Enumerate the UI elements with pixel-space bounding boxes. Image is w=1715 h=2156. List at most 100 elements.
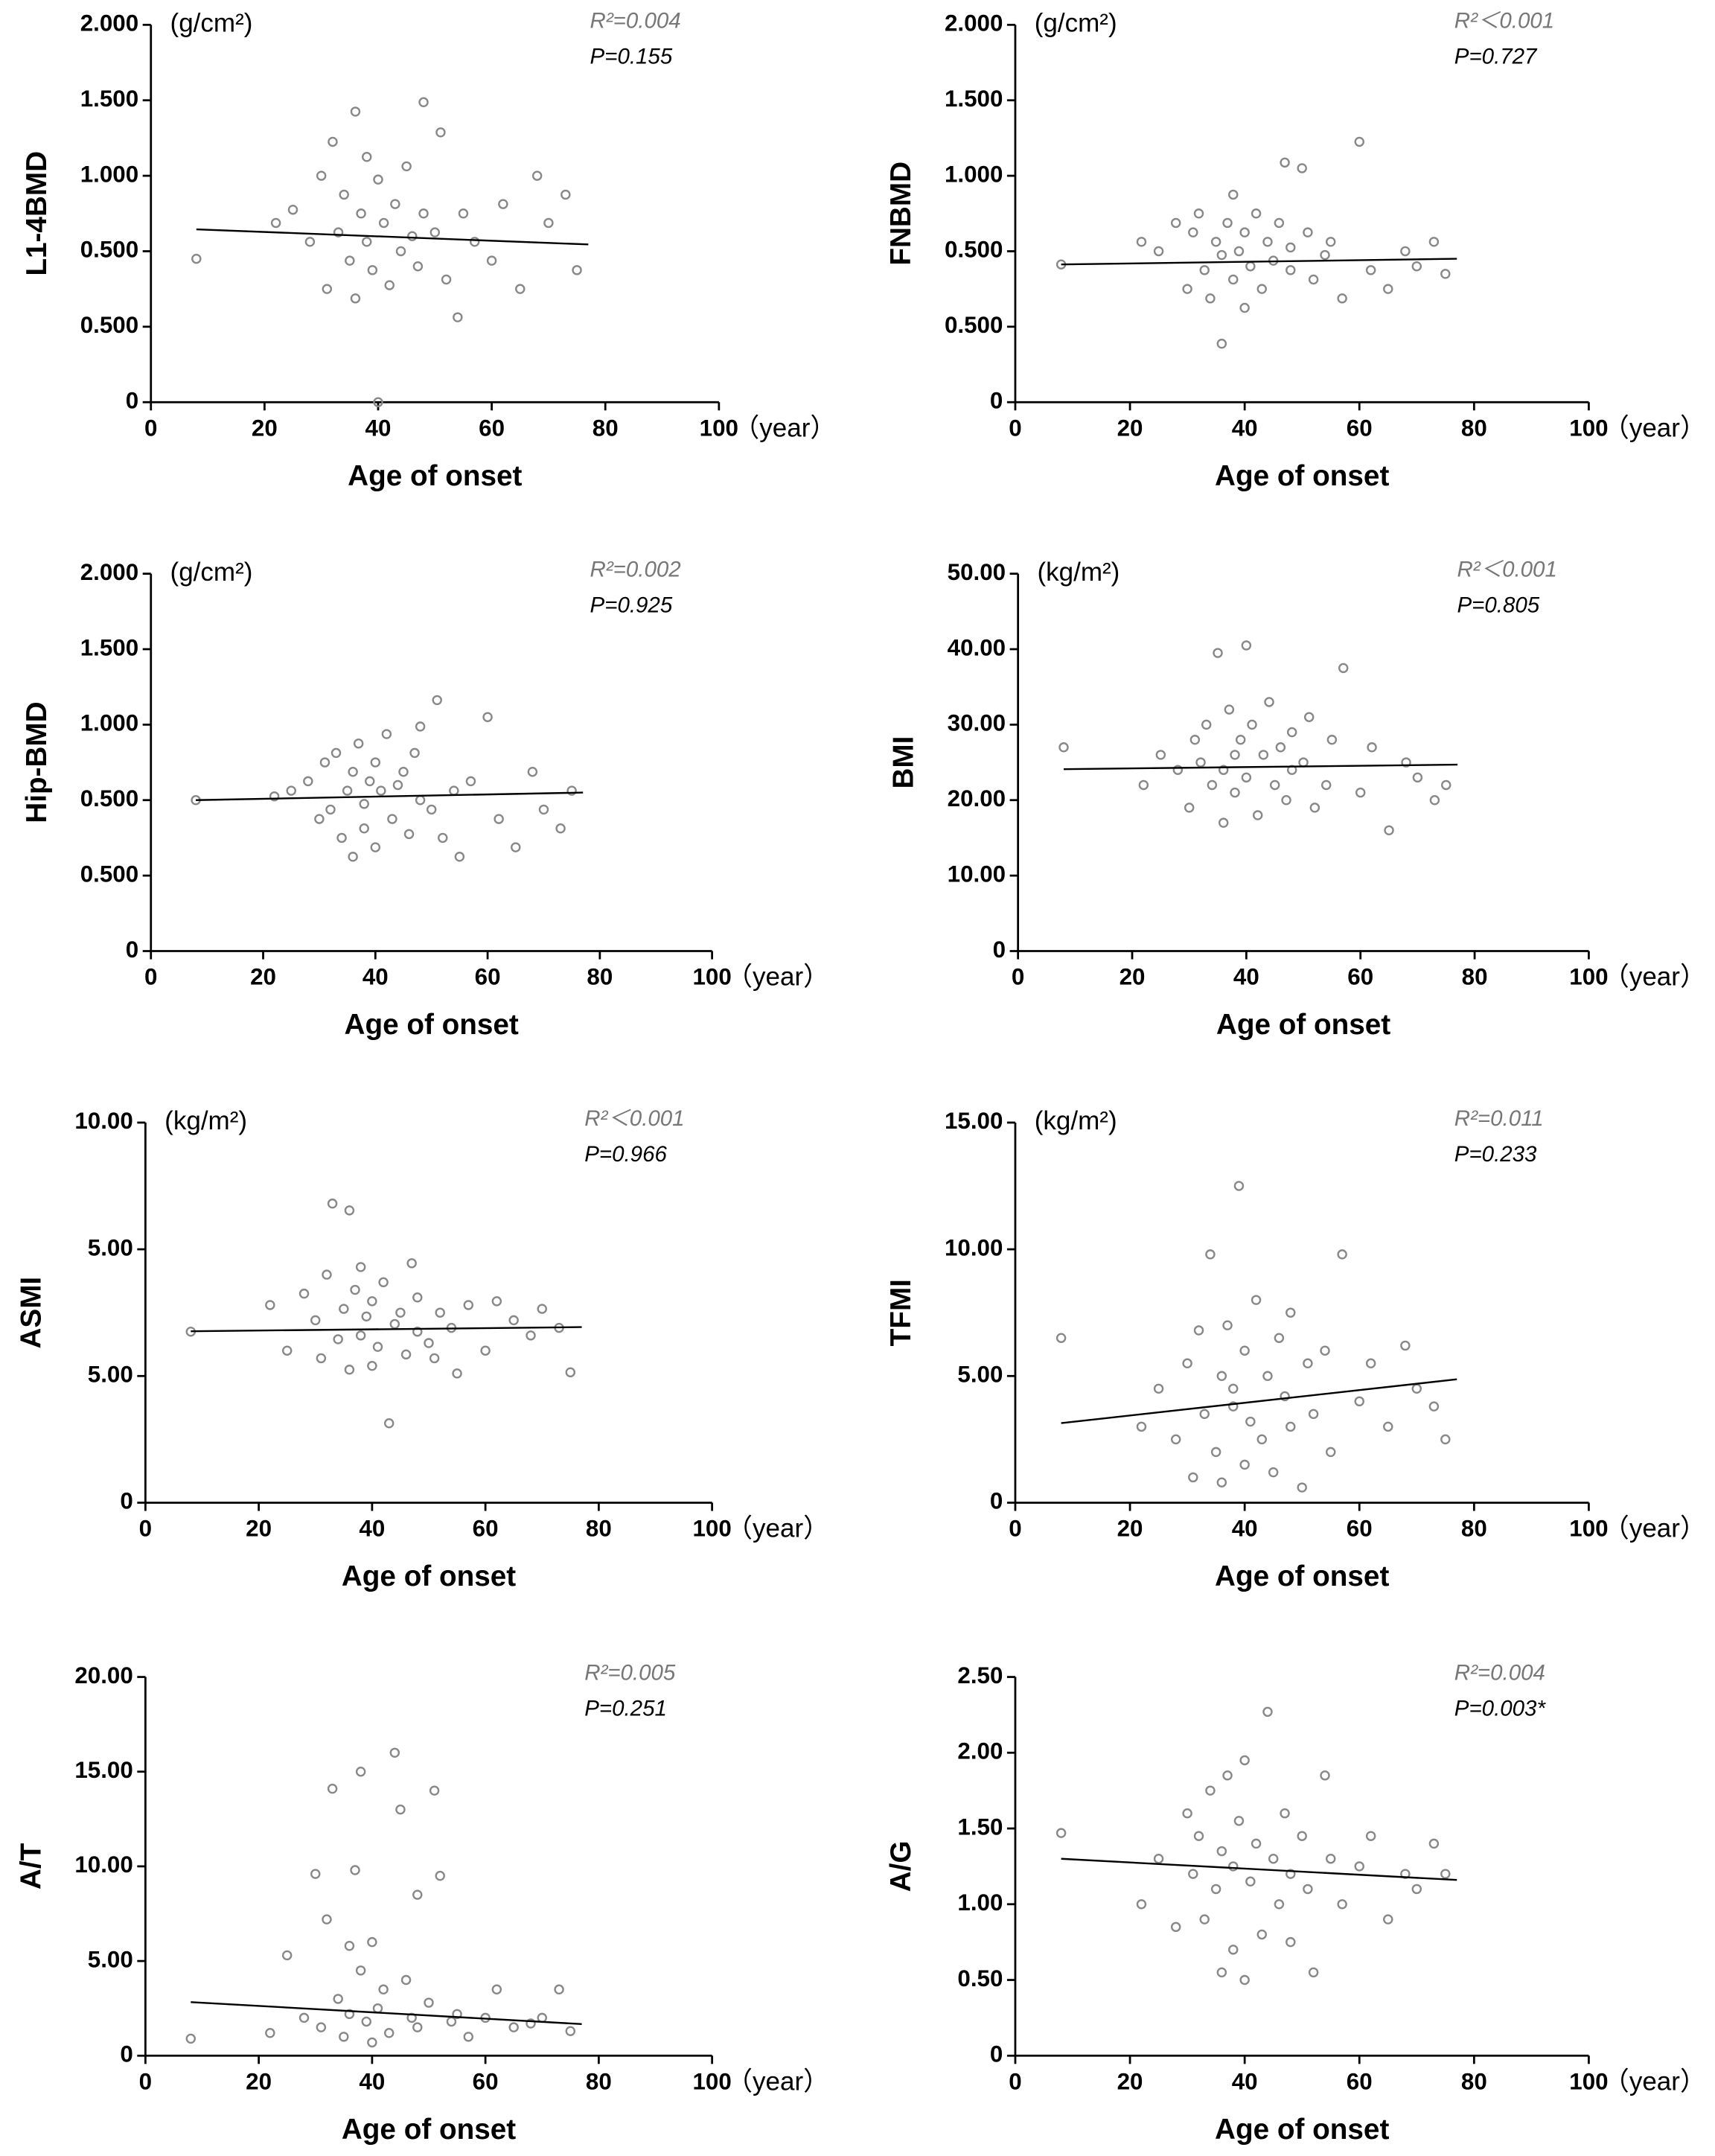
point [1170,217,1181,229]
point [1365,1831,1376,1841]
panel: 0 0.50 1.00 1.50 2.00 2.50 0 20 40 60 80 100（year） A… [885,1661,1706,2146]
point [359,823,369,834]
point [265,1300,275,1310]
point [1245,261,1256,272]
point [1153,1383,1164,1394]
panel: 0 5.00 5.00 10.00 0 20 40 60 80 100（year） Age of o… [15,1106,829,1592]
point [1320,1770,1330,1781]
point [1233,246,1245,257]
x-tick-label: 80 [586,2068,612,2094]
point [1297,163,1307,173]
x-tick-label: 80 [587,964,613,990]
point [1230,787,1240,798]
point [424,1338,434,1348]
x-tick-label: 0 [144,415,157,441]
y-axis-label: L1-4BMD [21,151,53,276]
point [482,712,493,722]
point [1184,803,1195,813]
point [1136,1899,1147,1910]
point [1383,1421,1393,1432]
point [322,1269,332,1280]
point [1309,803,1320,813]
point [1401,757,1411,768]
y-tick-label: 0.500 [945,237,1003,263]
panel: 0 0.500 0.500 1.000 1.500 2.000 0 20 40 60 80 100（y… [885,8,1706,491]
x-unit: （year） [1603,413,1706,442]
point [269,791,280,802]
point [361,1311,371,1322]
point [458,208,469,219]
point [1193,1831,1204,1841]
x-tick-label: 60 [479,415,505,441]
point [1189,734,1201,745]
point [1245,1876,1256,1886]
point [395,1307,406,1318]
point [1201,719,1212,730]
x-tick-label: 60 [475,964,501,990]
point [304,237,316,247]
point [287,204,298,215]
point [426,804,437,815]
point [389,1747,400,1758]
point [327,1783,338,1794]
y-tick-label: 5.00 [88,1234,133,1260]
point [339,189,349,200]
point [498,199,508,209]
point [314,814,325,824]
point [298,2012,310,2023]
y-tick-label: 20.00 [948,785,1006,811]
point [1440,1869,1451,1879]
point [355,1767,366,1777]
y-tick-label: 1.000 [945,161,1003,187]
point [403,829,415,840]
point [350,1284,360,1295]
point [348,852,358,862]
point [469,237,480,247]
point [333,1994,343,2004]
point [325,804,336,815]
point [494,814,504,824]
x-tick-label: 40 [1232,415,1258,441]
point [424,1997,434,2008]
point [446,2016,457,2027]
point [432,695,442,706]
y-axis-label: A/G [885,1841,917,1892]
point [1303,227,1313,237]
y-tick-label: 15.00 [74,1757,132,1783]
point [1228,1945,1239,1955]
point [339,2032,349,2042]
x-tick-label: 40 [1232,1516,1258,1542]
y-tick-label: 2.50 [957,1662,1003,1688]
x-tick-label: 40 [1233,964,1259,990]
r2-label: R²=0.004 [1454,1661,1545,1685]
point [339,1304,349,1314]
point [1262,1706,1273,1718]
panel: 0 0.500 0.500 1.000 1.500 2.000 0 20 40 60 80 100（y… [21,8,837,491]
x-tick-label: 60 [1347,415,1373,441]
point [409,747,420,759]
point [1228,274,1239,285]
y-tick-label: 15.00 [945,1108,1003,1134]
point [412,261,424,272]
y-axis-label: A/T [15,1843,47,1889]
point [1241,640,1252,651]
y-axis-label: FNBMD [885,162,917,266]
point [1412,772,1423,783]
x-tick-label: 20 [246,2068,272,2094]
point [1337,1899,1347,1910]
p-label: P=0.925 [590,593,673,618]
x-tick-label: 40 [1232,2068,1258,2094]
x-tick-label: 40 [359,1516,385,1542]
y-tick-label: 0 [993,937,1006,963]
point [1286,727,1297,738]
x-tick-label: 0 [139,1516,152,1542]
x-tick-label: 20 [1117,415,1143,441]
point [383,2028,395,2038]
point [1252,810,1263,820]
point [1199,1409,1210,1420]
x-tick-label: 0 [1009,415,1021,441]
point [566,785,577,796]
point [572,265,582,275]
point [491,1296,502,1307]
